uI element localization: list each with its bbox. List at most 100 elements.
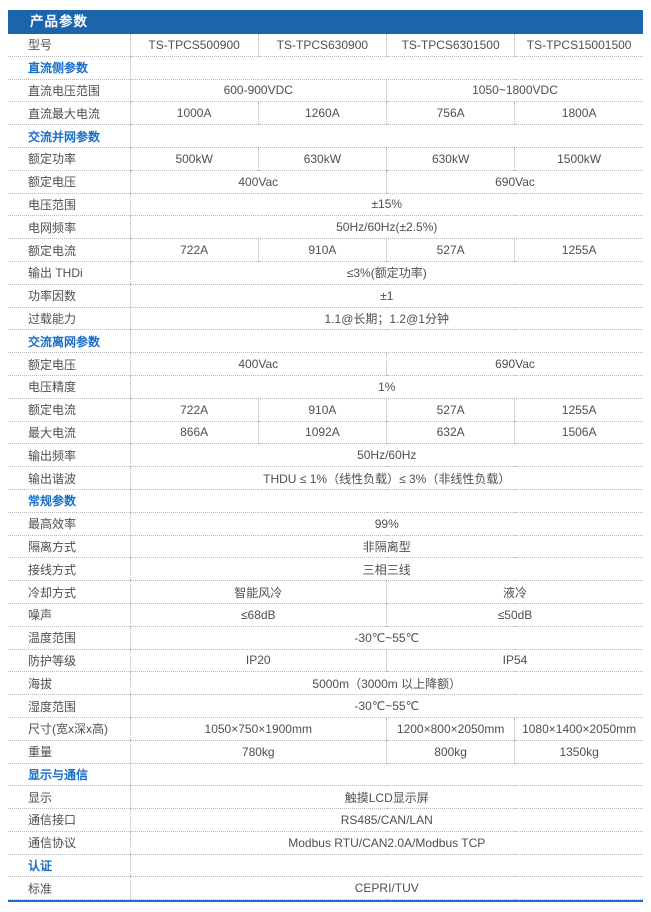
spec-value: CEPRI/TUV [129, 876, 643, 901]
spec-row: 最大电流 866A 1092A 632A 1506A [8, 421, 643, 445]
spec-value: 722A [129, 238, 259, 262]
row-label: 电压范围 [8, 193, 130, 217]
spec-value: 910A [257, 238, 387, 262]
section-spacer [129, 489, 643, 513]
spec-value: ≤3%(额定功率) [129, 261, 643, 285]
spec-value: 50Hz/60Hz [129, 443, 643, 468]
section-spacer [129, 56, 643, 80]
spec-value: ±15% [129, 193, 643, 217]
spec-row: 额定功率 500kW 630kW 630kW 1500kW [8, 147, 643, 171]
spec-value: 780kg [129, 740, 387, 764]
bottom-accent-line [8, 900, 643, 903]
spec-value: 690Vac [386, 352, 643, 376]
spec-row: 直流最大电流 1000A 1260A 756A 1800A [8, 101, 643, 126]
spec-value: 800kg [385, 740, 515, 764]
spec-row: 额定电压 400Vac 690Vac [8, 352, 643, 376]
row-label: 型号 [8, 34, 130, 57]
spec-value: 智能风冷 [129, 580, 387, 604]
spec-row: 接线方式 三相三线 [8, 557, 643, 582]
spec-value: IP54 [386, 649, 643, 673]
section-row: 常规参数 [8, 489, 643, 513]
spec-row: 防护等级 IP20 IP54 [8, 649, 643, 673]
spec-row: 尺寸(宽x深x高) 1050×750×1900mm 1200×800×2050mm 1… [8, 717, 643, 741]
spec-value: 1350kg [514, 740, 643, 764]
section-title: 交流并网参数 [8, 124, 130, 148]
row-label: 湿度范围 [8, 694, 130, 718]
row-label: 电压精度 [8, 375, 130, 399]
spec-table-body: 型号 TS-TPCS500900 TS-TPCS630900 TS-TPCS63015… [8, 34, 643, 901]
spec-value: 1255A [514, 238, 643, 262]
spec-value: ≤50dB [386, 603, 643, 627]
spec-row: 电压精度 1% [8, 375, 643, 399]
row-label: 额定电压 [8, 352, 130, 376]
spec-row: 海拔 5000m（3000m 以上降额） [8, 671, 643, 696]
spec-value: -30℃~55℃ [129, 694, 643, 718]
section-spacer [129, 329, 643, 354]
spec-value: 500kW [129, 147, 259, 171]
row-label: 额定电流 [8, 238, 130, 262]
section-title: 常规参数 [8, 489, 130, 513]
spec-row: 隔离方式 非隔离型 [8, 535, 643, 559]
row-label: 海拔 [8, 671, 130, 696]
spec-row: 输出谐波 THDU ≤ 1%（线性负载）≤ 3%（非线性负载） [8, 466, 643, 490]
spec-value: 690Vac [386, 170, 643, 194]
spec-row: 额定电流 722A 910A 527A 1255A [8, 238, 643, 262]
spec-row: 功率因数 ±1 [8, 284, 643, 308]
spec-row: 通信协议 Modbus RTU/CAN2.0A/Modbus TCP [8, 831, 643, 855]
spec-value: -30℃~55℃ [129, 626, 643, 650]
row-label: 通信接口 [8, 808, 130, 832]
spec-value: 1% [129, 375, 643, 399]
section-spacer [129, 124, 643, 148]
row-label: 标准 [8, 876, 130, 901]
section-row: 认证 [8, 854, 643, 878]
section-row: 直流侧参数 [8, 56, 643, 80]
row-label: 直流电压范围 [8, 79, 130, 103]
spec-value: 1.1@长期；1.2@1分钟 [129, 307, 643, 331]
row-label: 尺寸(宽x深x高) [8, 717, 130, 741]
row-label: 额定功率 [8, 147, 130, 171]
row-label: 接线方式 [8, 557, 130, 582]
spec-row: 噪声 ≤68dB ≤50dB [8, 603, 643, 627]
row-label: 输出谐波 [8, 466, 130, 490]
row-label: 温度范围 [8, 626, 130, 650]
row-label: 隔离方式 [8, 535, 130, 559]
section-title: 直流侧参数 [8, 56, 130, 80]
row-label: 过载能力 [8, 307, 130, 331]
spec-value: 1255A [514, 398, 643, 422]
spec-value: TS-TPCS500900 [129, 34, 259, 57]
spec-value: THDU ≤ 1%（线性负载）≤ 3%（非线性负载） [129, 466, 643, 490]
row-label: 噪声 [8, 603, 130, 627]
spec-value: 1506A [514, 421, 643, 445]
spec-value: 99% [129, 512, 643, 536]
spec-value: 1080×1400×2050mm [514, 717, 643, 741]
spec-row: 通信接口 RS485/CAN/LAN [8, 808, 643, 832]
section-spacer [129, 854, 643, 878]
row-label: 额定电流 [8, 398, 130, 422]
spec-row: 型号 TS-TPCS500900 TS-TPCS630900 TS-TPCS63015… [8, 34, 643, 57]
spec-row: 直流电压范围 600-900VDC 1050~1800VDC [8, 79, 643, 103]
spec-value: 触摸LCD显示屏 [129, 785, 643, 810]
spec-row: 输出 THDi ≤3%(额定功率) [8, 261, 643, 285]
spec-value: 1000A [129, 101, 259, 126]
row-label: 防护等级 [8, 649, 130, 673]
spec-value: 866A [129, 421, 259, 445]
spec-value: 630kW [385, 147, 515, 171]
spec-row: 额定电流 722A 910A 527A 1255A [8, 398, 643, 422]
section-title: 认证 [8, 854, 130, 878]
spec-row: 冷却方式 智能风冷 液冷 [8, 580, 643, 604]
spec-value: 5000m（3000m 以上降额） [129, 671, 643, 696]
row-label: 输出 THDi [8, 261, 130, 285]
row-label: 最大电流 [8, 421, 130, 445]
row-label: 最高效率 [8, 512, 130, 536]
spec-value: ≤68dB [129, 603, 387, 627]
spec-value: 400Vac [129, 170, 387, 194]
spec-value: 630kW [257, 147, 387, 171]
spec-row: 标准 CEPRI/TUV [8, 876, 643, 901]
spec-value: 527A [385, 238, 515, 262]
spec-row: 最高效率 99% [8, 512, 643, 536]
spec-value: TS-TPCS15001500 [514, 34, 643, 57]
spec-value: 非隔离型 [129, 535, 643, 559]
spec-value: 600-900VDC [129, 79, 387, 103]
spec-value: ±1 [129, 284, 643, 308]
